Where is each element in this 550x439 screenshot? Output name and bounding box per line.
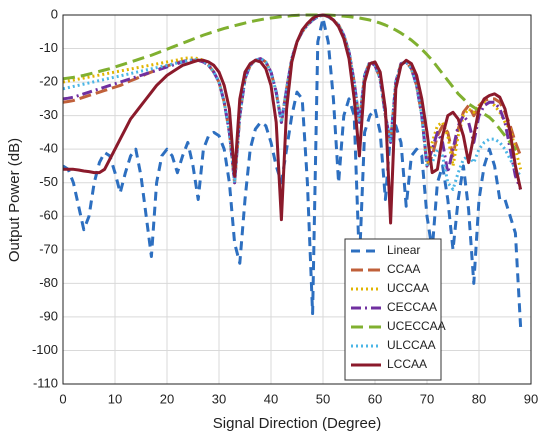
legend-label: CCAA	[387, 262, 420, 276]
y-tick-label: -90	[39, 308, 58, 323]
y-tick-label: -50	[39, 174, 58, 189]
x-tick-label: 20	[160, 391, 174, 406]
x-tick-label: 90	[524, 391, 538, 406]
x-tick-label: 60	[368, 391, 382, 406]
x-tick-label: 30	[212, 391, 226, 406]
y-tick-label: 0	[51, 6, 58, 21]
x-tick-label: 80	[472, 391, 486, 406]
x-tick-label: 70	[420, 391, 434, 406]
y-tick-label: -110	[33, 375, 58, 390]
x-tick-label: 0	[59, 391, 66, 406]
y-axis-label: Output Power (dB)	[6, 138, 23, 262]
legend-label: CECCAA	[387, 300, 437, 314]
legend-label: UCCAA	[387, 281, 429, 295]
x-tick-label: 10	[108, 391, 122, 406]
y-tick-label: -30	[39, 107, 58, 122]
plot-frame	[62, 14, 532, 385]
y-tick-label: -70	[39, 241, 58, 256]
series-line	[63, 13, 523, 225]
series-line	[63, 16, 523, 328]
y-tick-label: -40	[39, 141, 58, 156]
series-line	[63, 13, 522, 191]
plot-area	[63, 15, 531, 384]
legend-label: Linear	[387, 243, 420, 257]
series-line	[63, 13, 522, 154]
legend-label: ULCCAA	[387, 338, 436, 352]
x-tick-label: 50	[316, 391, 330, 406]
legend-label: LCCAA	[387, 357, 427, 371]
y-tick-label: -10	[39, 40, 58, 55]
y-tick-label: -80	[39, 275, 58, 290]
y-tick-label: -20	[39, 74, 58, 89]
x-axis-label: Signal Direction (Degree)	[213, 415, 381, 432]
legend-label: UCECCAA	[387, 319, 446, 333]
y-tick-label: -60	[39, 208, 58, 223]
y-tick-label: -100	[32, 342, 58, 357]
x-tick-label: 40	[264, 391, 278, 406]
